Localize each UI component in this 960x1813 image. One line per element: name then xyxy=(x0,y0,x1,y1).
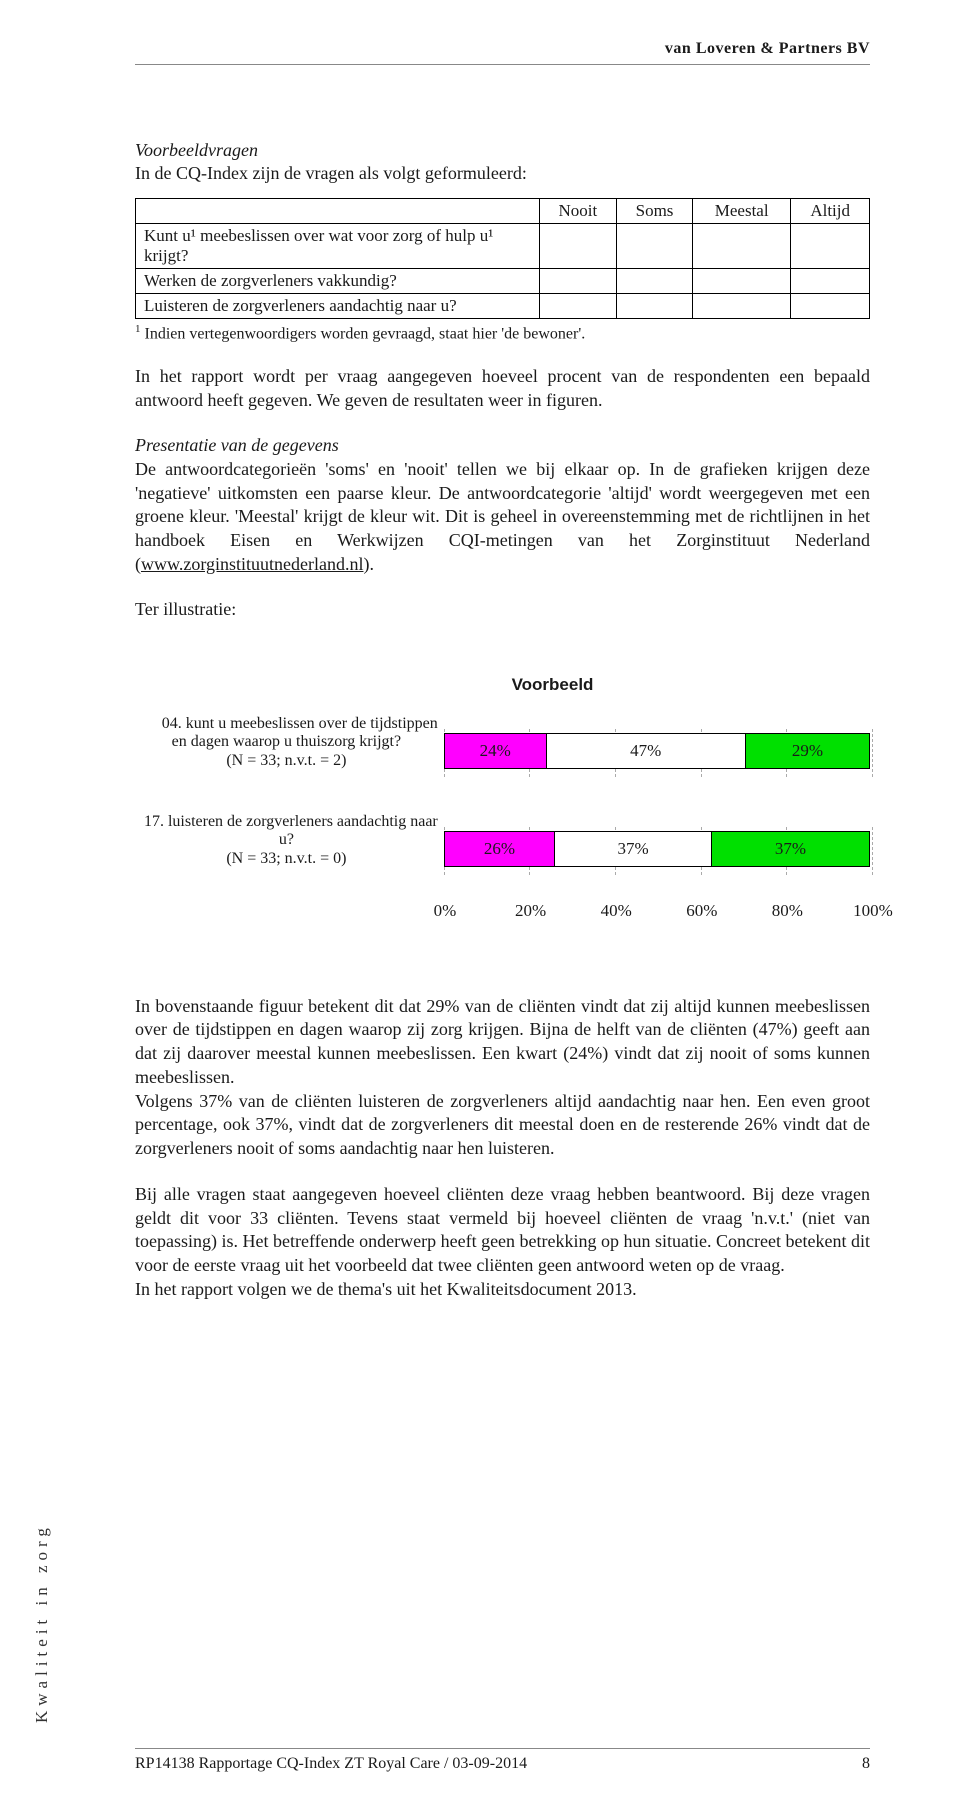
footnote: 1 Indien vertegenwoordigers worden gevra… xyxy=(135,323,870,343)
bar-area: 26%37%37% xyxy=(444,831,870,871)
axis-tick: 0% xyxy=(434,901,457,921)
table-header-row: Nooit Soms Meestal Altijd xyxy=(136,199,870,224)
para-interpretatie-1: In bovenstaande figuur betekent dit dat … xyxy=(135,995,870,1090)
para-rapport: In het rapport wordt per vraag aangegeve… xyxy=(135,365,870,413)
section-heading-voorbeeldvragen: Voorbeeldvragen xyxy=(135,140,870,161)
brand-text: van Loveren & Partners BV xyxy=(665,40,870,57)
bar-segment: 26% xyxy=(445,832,555,866)
q-cell: Luisteren de zorgverleners aandachtig na… xyxy=(136,294,540,319)
table-row: Kunt u¹ meebeslissen over wat voor zorg … xyxy=(136,224,870,269)
page-footer: RP14138 Rapportage CQ-Index ZT Royal Car… xyxy=(135,1748,870,1773)
para-interpretatie-2: Volgens 37% van de cliënten luisteren de… xyxy=(135,1090,870,1161)
para-n-uitleg: Bij alle vragen staat aangegeven hoeveel… xyxy=(135,1183,870,1278)
chart-title: Voorbeeld xyxy=(235,675,870,695)
axis-tick: 40% xyxy=(601,901,632,921)
table-row: Werken de zorgverleners vakkundig? xyxy=(136,269,870,294)
chart-bar-row: 17. luisteren de zorgverleners aandachti… xyxy=(135,813,870,871)
q-cell: Werken de zorgverleners vakkundig? xyxy=(136,269,540,294)
bar-segment: 37% xyxy=(555,832,712,866)
footer-left: RP14138 Rapportage CQ-Index ZT Royal Car… xyxy=(135,1755,527,1773)
table-empty-header xyxy=(136,199,540,224)
col-nooit: Nooit xyxy=(539,199,616,224)
link-zorginstituut[interactable]: www.zorginstituutnederland.nl xyxy=(141,554,363,574)
bar-segment: 24% xyxy=(445,734,547,768)
bar-segment: 37% xyxy=(712,832,869,866)
axis-tick: 100% xyxy=(853,901,893,921)
bar-segment: 47% xyxy=(547,734,746,768)
section-heading-presentatie: Presentatie van de gegevens xyxy=(135,435,870,456)
bar-stack: 24%47%29% xyxy=(444,733,870,769)
section-presentatie: Presentatie van de gegevens De antwoordc… xyxy=(135,435,870,577)
chart-voorbeeld: Voorbeeld 04. kunt u meebeslissen over d… xyxy=(135,675,870,925)
intro-line: In de CQ-Index zijn de vragen als volgt … xyxy=(135,163,870,184)
sidebar-vertical-text: Kwaliteit in zorg xyxy=(32,1523,52,1723)
footer-page-number: 8 xyxy=(862,1755,870,1773)
col-altijd: Altijd xyxy=(791,199,870,224)
bar-area: 24%47%29% xyxy=(444,733,870,773)
bar-segment: 29% xyxy=(746,734,869,768)
bar-label: 17. luisteren de zorgverleners aandachti… xyxy=(135,813,444,869)
footnote-text: Indien vertegenwoordigers worden gevraag… xyxy=(141,325,586,342)
axis-tick: 60% xyxy=(686,901,717,921)
axis-tick: 20% xyxy=(515,901,546,921)
chart-bar-row: 04. kunt u meebeslissen over de tijdstip… xyxy=(135,715,870,773)
bar-stack: 26%37%37% xyxy=(444,831,870,867)
axis-tick: 80% xyxy=(772,901,803,921)
ter-illustratie: Ter illustratie: xyxy=(135,599,870,620)
table-row: Luisteren de zorgverleners aandachtig na… xyxy=(136,294,870,319)
col-soms: Soms xyxy=(617,199,693,224)
page-header: van Loveren & Partners BV xyxy=(135,40,870,65)
likert-table: Nooit Soms Meestal Altijd Kunt u¹ meebes… xyxy=(135,198,870,319)
col-meestal: Meestal xyxy=(693,199,791,224)
para-thema: In het rapport volgen we de thema's uit … xyxy=(135,1278,870,1302)
para-presentatie: De antwoordcategorieën 'soms' en 'nooit'… xyxy=(135,458,870,577)
q-cell: Kunt u¹ meebeslissen over wat voor zorg … xyxy=(136,224,540,269)
bar-label: 04. kunt u meebeslissen over de tijdstip… xyxy=(135,715,444,771)
chart-axis: 0%20%40%60%80%100% xyxy=(445,901,873,925)
